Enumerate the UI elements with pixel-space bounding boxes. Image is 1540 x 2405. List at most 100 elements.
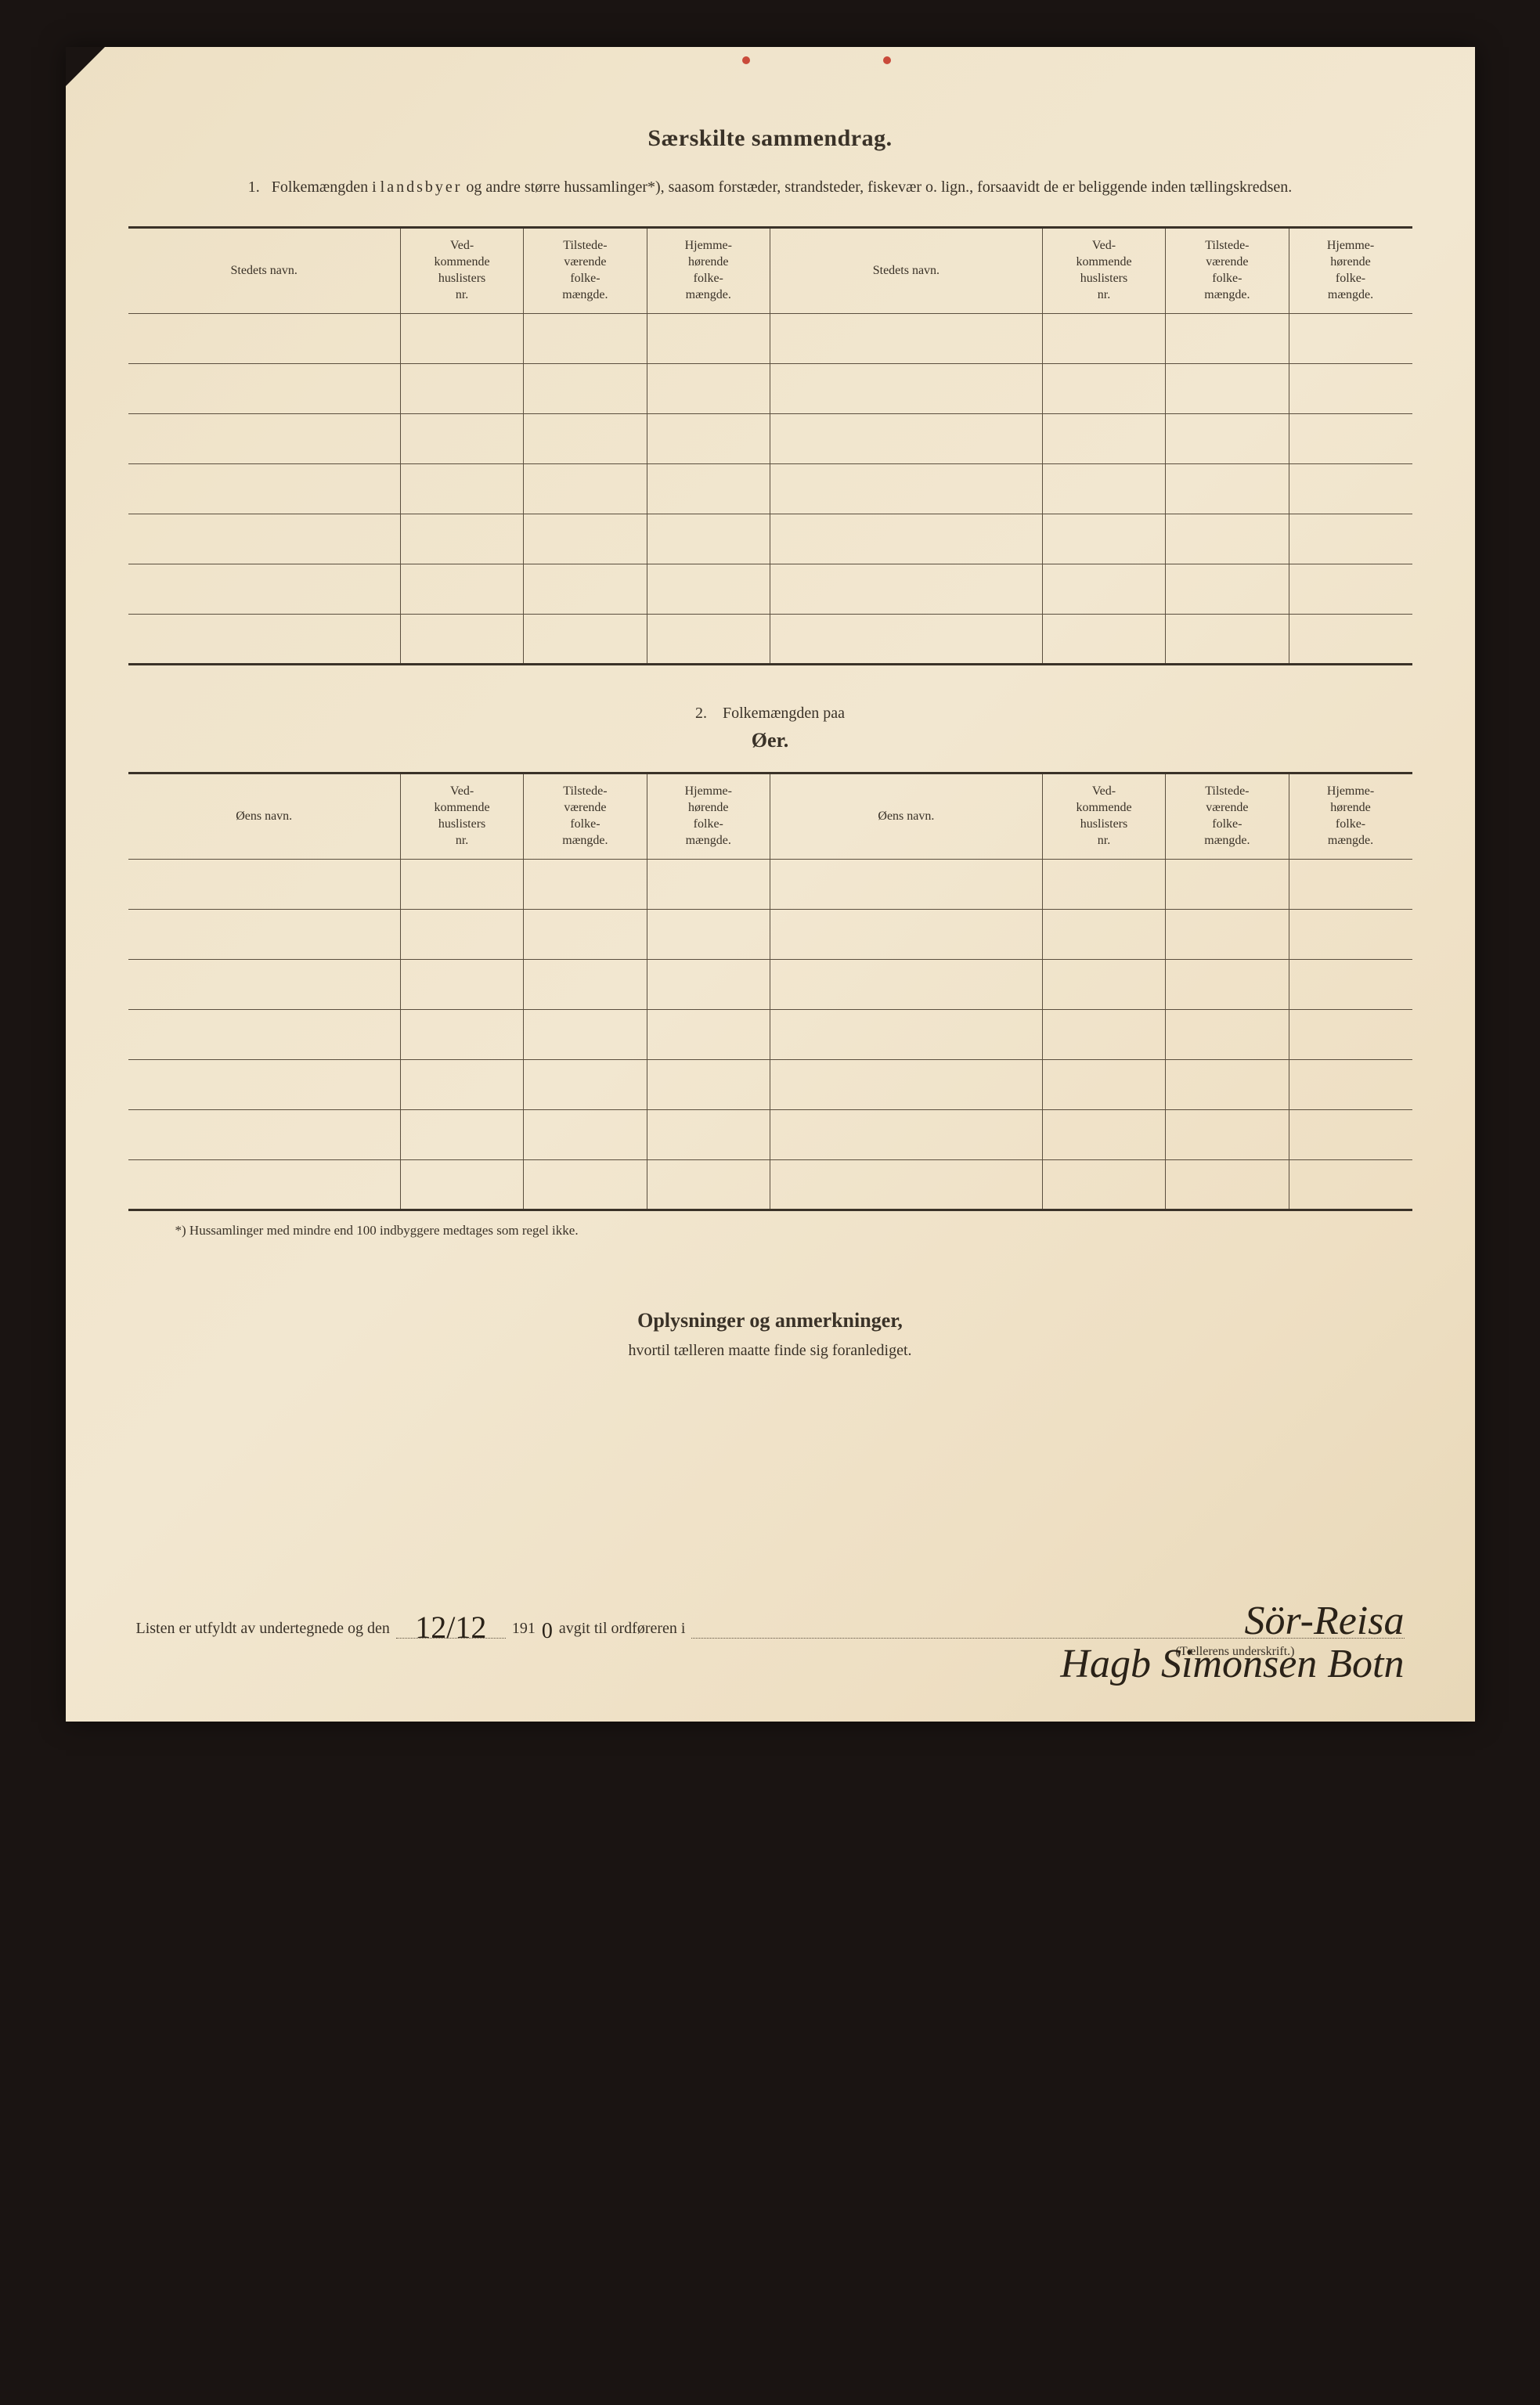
table-cell bbox=[1042, 910, 1165, 960]
table-cell bbox=[1042, 860, 1165, 910]
table-cell bbox=[128, 960, 401, 1010]
table-cell bbox=[1166, 615, 1289, 665]
th-tilstede: Tilstede- værende folke- mængde. bbox=[1166, 228, 1289, 314]
table1-body bbox=[128, 314, 1412, 665]
table-cell bbox=[400, 615, 523, 665]
table-cell bbox=[1166, 464, 1289, 514]
table-cell bbox=[1042, 1060, 1165, 1110]
table-cell bbox=[770, 910, 1042, 960]
section2-number: 2. bbox=[695, 705, 707, 722]
th-tilstede: Tilstede- værende folke- mængde. bbox=[1166, 773, 1289, 860]
table-cell bbox=[1289, 1060, 1412, 1110]
table-cell bbox=[1289, 1010, 1412, 1060]
date-handwritten: 12/12 bbox=[415, 1610, 486, 1645]
sig-mid: avgit til ordføreren i bbox=[559, 1620, 686, 1638]
table-cell bbox=[1042, 314, 1165, 364]
table-cell bbox=[524, 564, 647, 615]
table-cell bbox=[1042, 414, 1165, 464]
table-row bbox=[128, 1060, 1412, 1110]
table-cell bbox=[770, 314, 1042, 364]
table-cell bbox=[770, 1110, 1042, 1160]
table-cell bbox=[1166, 1060, 1289, 1110]
table-cell bbox=[400, 314, 523, 364]
table-cell bbox=[770, 564, 1042, 615]
th-huslisters: Ved- kommende huslisters nr. bbox=[1042, 773, 1165, 860]
th-huslisters: Ved- kommende huslisters nr. bbox=[400, 228, 523, 314]
signer-name-handwritten: Hagb Simonsen Botn bbox=[1060, 1642, 1404, 1686]
table-cell bbox=[128, 1010, 401, 1060]
table-row bbox=[128, 1110, 1412, 1160]
table-cell bbox=[1289, 464, 1412, 514]
table-cell bbox=[1042, 1010, 1165, 1060]
table-places: Stedets navn. Ved- kommende huslisters n… bbox=[128, 226, 1412, 665]
table-cell bbox=[400, 414, 523, 464]
table-cell bbox=[647, 464, 770, 514]
table-cell bbox=[400, 960, 523, 1010]
table-cell bbox=[128, 1060, 401, 1110]
binding-mark bbox=[742, 56, 750, 64]
table-row bbox=[128, 364, 1412, 414]
table-cell bbox=[1289, 615, 1412, 665]
table-cell bbox=[1166, 960, 1289, 1010]
section1-number: 1. bbox=[248, 178, 260, 196]
table-cell bbox=[524, 960, 647, 1010]
table-cell bbox=[400, 860, 523, 910]
th-tilstede: Tilstede- værende folke- mængde. bbox=[524, 228, 647, 314]
table-cell bbox=[128, 464, 401, 514]
table-row bbox=[128, 414, 1412, 464]
table-cell bbox=[1166, 364, 1289, 414]
table-cell bbox=[647, 960, 770, 1010]
table-cell bbox=[1166, 314, 1289, 364]
table-islands: Øens navn. Ved- kommende huslisters nr. … bbox=[128, 772, 1412, 1211]
table-row bbox=[128, 1160, 1412, 1210]
table-cell bbox=[128, 414, 401, 464]
table-cell bbox=[770, 1160, 1042, 1210]
table-cell bbox=[1166, 564, 1289, 615]
table-cell bbox=[400, 564, 523, 615]
table-cell bbox=[1042, 364, 1165, 414]
table-cell bbox=[770, 414, 1042, 464]
table-cell bbox=[647, 910, 770, 960]
table-cell bbox=[400, 1110, 523, 1160]
remarks-title: Oplysninger og anmerkninger, bbox=[128, 1309, 1412, 1332]
table-cell bbox=[1289, 314, 1412, 364]
table-cell bbox=[524, 615, 647, 665]
th-name: Stedets navn. bbox=[128, 228, 401, 314]
table-cell bbox=[1166, 860, 1289, 910]
table-cell bbox=[1042, 464, 1165, 514]
table-cell bbox=[400, 1060, 523, 1110]
table-cell bbox=[128, 860, 401, 910]
table-cell bbox=[1166, 414, 1289, 464]
table-cell bbox=[524, 314, 647, 364]
table-cell bbox=[128, 1160, 401, 1210]
table-cell bbox=[647, 314, 770, 364]
table-cell bbox=[770, 960, 1042, 1010]
table-cell bbox=[400, 464, 523, 514]
table-cell bbox=[647, 1010, 770, 1060]
table-cell bbox=[400, 910, 523, 960]
table-cell bbox=[400, 1010, 523, 1060]
th-hjemme: Hjemme- hørende folke- mængde. bbox=[647, 228, 770, 314]
table-cell bbox=[770, 514, 1042, 564]
th-huslisters: Ved- kommende huslisters nr. bbox=[400, 773, 523, 860]
table-cell bbox=[400, 514, 523, 564]
footnote: *) Hussamlinger med mindre end 100 indby… bbox=[128, 1223, 1412, 1239]
table-cell bbox=[770, 1010, 1042, 1060]
table-row bbox=[128, 910, 1412, 960]
table-cell bbox=[770, 615, 1042, 665]
table-cell bbox=[524, 514, 647, 564]
table-cell bbox=[128, 615, 401, 665]
table-cell bbox=[524, 1160, 647, 1210]
table-cell bbox=[770, 860, 1042, 910]
th-hjemme: Hjemme- hørende folke- mængde. bbox=[1289, 228, 1412, 314]
table-cell bbox=[128, 314, 401, 364]
table-cell bbox=[1166, 514, 1289, 564]
section1-intro: 1. Folkemængden i landsbyer og andre stø… bbox=[128, 175, 1412, 199]
table-cell bbox=[128, 514, 401, 564]
table-cell bbox=[647, 1060, 770, 1110]
section2-label: 2. Folkemængden paa bbox=[128, 705, 1412, 723]
sig-prefix: Listen er utfyldt av undertegnede og den bbox=[136, 1620, 390, 1638]
table-cell bbox=[1289, 364, 1412, 414]
th-tilstede: Tilstede- værende folke- mængde. bbox=[524, 773, 647, 860]
table-cell bbox=[770, 464, 1042, 514]
